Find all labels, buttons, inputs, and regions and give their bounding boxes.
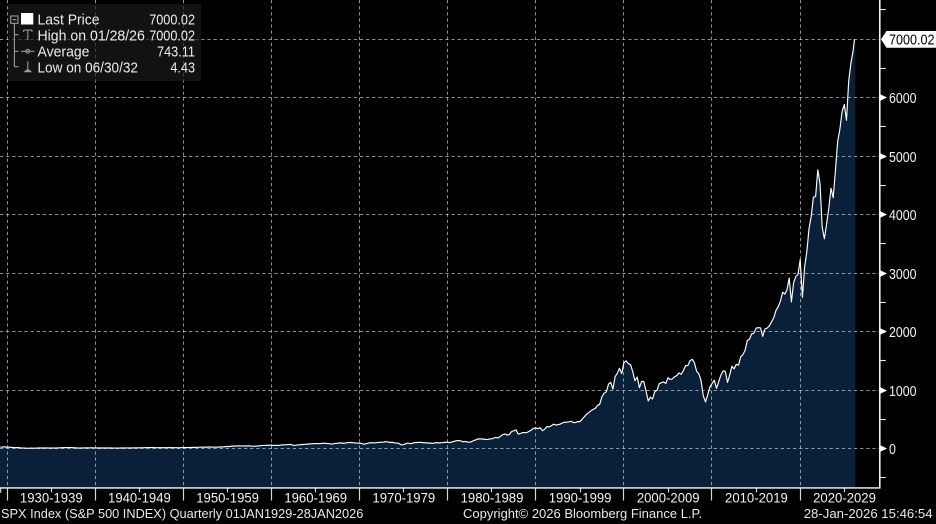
svg-text:Low on 06/30/32: Low on 06/30/32 xyxy=(38,60,138,77)
svg-text:High on 01/28/26: High on 01/28/26 xyxy=(38,28,145,44)
svg-text:743.11: 743.11 xyxy=(157,42,195,59)
svg-text:5000: 5000 xyxy=(889,149,917,165)
svg-text:7000.02: 7000.02 xyxy=(149,10,195,27)
svg-text:0: 0 xyxy=(889,441,896,457)
svg-text:Last Price: Last Price xyxy=(38,12,100,29)
svg-text:2010-2019: 2010-2019 xyxy=(725,490,788,505)
svg-text:2020-2029: 2020-2029 xyxy=(813,490,876,505)
svg-text:1960-1969: 1960-1969 xyxy=(284,490,347,505)
svg-text:2000: 2000 xyxy=(889,324,917,340)
svg-text:2000-2009: 2000-2009 xyxy=(637,490,700,505)
svg-text:1930-1939: 1930-1939 xyxy=(20,490,83,505)
svg-text:7000.02: 7000.02 xyxy=(889,31,934,48)
svg-text:28-Jan-2026 15:46:54: 28-Jan-2026 15:46:54 xyxy=(804,506,933,521)
svg-text:1970-1979: 1970-1979 xyxy=(372,490,435,505)
svg-text:1980-1989: 1980-1989 xyxy=(461,490,524,505)
svg-text:6000: 6000 xyxy=(889,90,917,106)
svg-text:SPX Index (S&P 500 INDEX) Quar: SPX Index (S&P 500 INDEX) Quarterly 01JA… xyxy=(1,506,363,521)
svg-text:1940-1949: 1940-1949 xyxy=(108,490,171,505)
svg-text:4.43: 4.43 xyxy=(170,58,195,75)
svg-text:1950-1959: 1950-1959 xyxy=(196,490,259,505)
svg-text:7000.02: 7000.02 xyxy=(149,26,195,43)
svg-text:3000: 3000 xyxy=(889,266,917,282)
svg-text:Average: Average xyxy=(38,44,90,61)
svg-text:Copyright© 2026 Bloomberg Fina: Copyright© 2026 Bloomberg Finance L.P. xyxy=(463,506,702,521)
svg-text:4000: 4000 xyxy=(889,207,917,223)
svg-text:1000: 1000 xyxy=(889,383,917,399)
svg-text:1990-1999: 1990-1999 xyxy=(549,490,612,505)
